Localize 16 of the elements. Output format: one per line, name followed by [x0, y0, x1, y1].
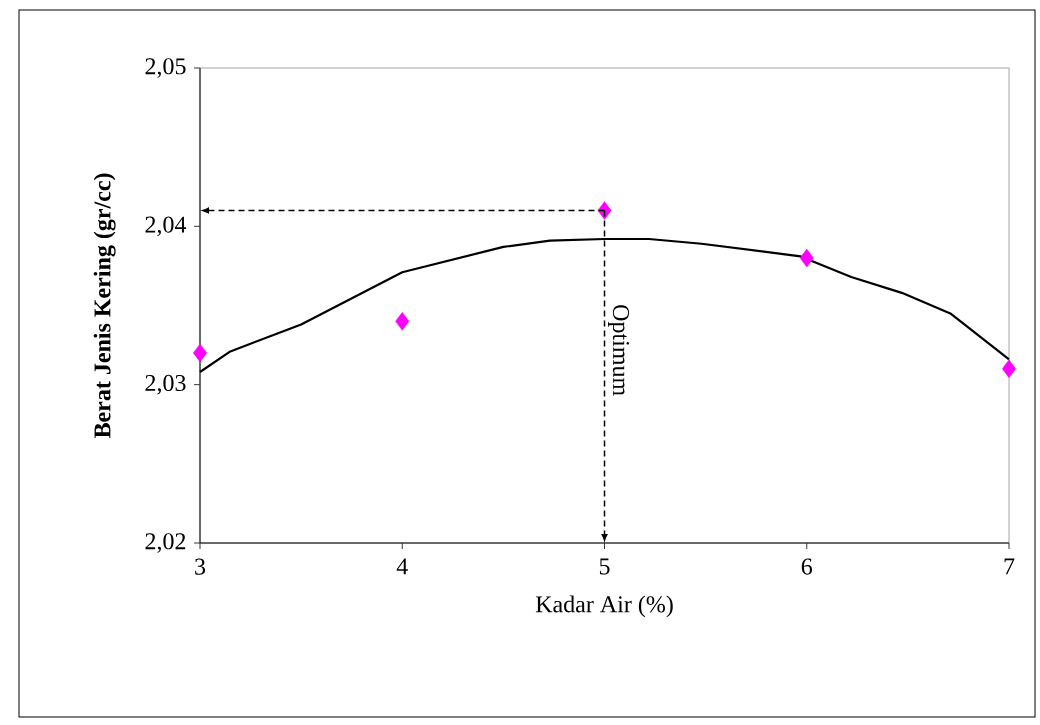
y-tick-label: 2,03 — [145, 374, 186, 395]
ref-line-label: Optimum — [608, 305, 630, 396]
x-tick-label: 4 — [396, 558, 408, 575]
point — [193, 343, 207, 363]
point — [1002, 359, 1016, 379]
x-tick-label: 5 — [599, 558, 610, 575]
x-tick-label: 6 — [801, 558, 813, 575]
point — [395, 312, 410, 331]
point — [799, 248, 814, 268]
y-axis-title: Berat Jenis Kering (gr/cc) — [93, 173, 116, 439]
x-axis-title: Kadar Air (%) — [535, 595, 673, 618]
x-tick-label: 7 — [1004, 558, 1015, 575]
y-tick-label: 2,05 — [145, 58, 186, 78]
x-tick-label: 3 — [195, 558, 206, 575]
y-tick-label: 2,02 — [145, 533, 186, 553]
y-tick-label: 2,04 — [145, 216, 187, 237]
